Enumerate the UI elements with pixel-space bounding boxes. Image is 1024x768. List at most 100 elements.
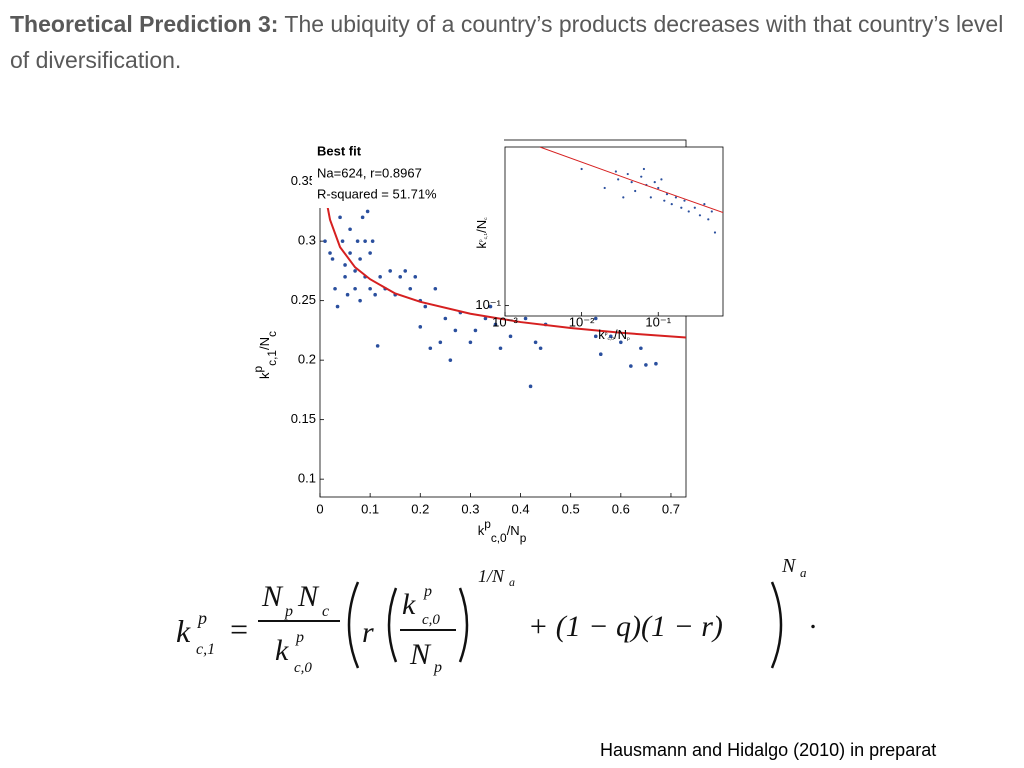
point [683,199,686,202]
point [593,316,598,321]
point [665,193,669,196]
point [649,196,652,199]
x-axis-label-part: /N [507,523,520,538]
eq-sup: N [781,555,797,577]
point [473,328,478,333]
eq-op: = [228,611,250,647]
y-axis-label-part: p [251,365,265,372]
point [448,358,453,362]
point [640,175,643,178]
paren [387,587,398,663]
point [388,269,392,273]
point [687,210,690,213]
x-tick-label: 0.7 [662,501,680,516]
paren [458,587,469,663]
point [358,257,362,261]
point [358,298,362,303]
y-axis-label-part: c [265,331,279,337]
point [355,239,360,243]
x-axis-label-part: c,0 [491,531,507,545]
x-axis-label-part: p [627,337,630,342]
y-axis-label-part: k [257,372,272,379]
x-tick-label: 10⁻³ [492,314,518,329]
point [693,206,696,209]
annotation: Best fit [317,143,362,158]
eq-sub: c,0 [294,660,312,676]
point [698,214,702,217]
y-tick-label: 0.3 [298,233,316,248]
points [539,147,723,234]
point [619,340,623,345]
point [629,364,633,368]
x-tick-label: 0.4 [512,501,530,516]
annotation: Na=624, r=0.8967 [317,165,422,180]
point [644,363,648,367]
point [328,251,332,255]
point [323,239,327,243]
point [528,384,533,389]
eq-sup: p [423,583,432,600]
x-axis-label: kpc,0/Np [598,327,630,342]
point [622,196,625,199]
x-axis-label-part: k [598,327,605,342]
y-tick-label: 0.15 [291,411,316,426]
point [330,257,335,261]
y-axis-label-part: p [479,239,484,242]
point [642,167,646,171]
x-axis-label-part: c,0 [607,336,614,342]
point [365,209,370,214]
fit-line [320,145,686,339]
point [710,210,713,213]
x-axis-label: kpc,0/Np [478,517,527,545]
x-tick-label: 0.1 [361,501,379,516]
point [375,344,380,348]
point [345,292,350,297]
title-text: The ubiquity of a country’s products dec… [10,11,1004,73]
point [680,206,683,209]
point [423,304,428,309]
y-tick-label: 0.35 [291,173,316,188]
point [408,286,413,291]
point [373,292,377,297]
y-axis-label-part: c [484,217,489,220]
point [508,334,513,339]
eq-sub: a [800,565,807,580]
point [398,275,403,279]
point [663,199,666,202]
point [368,286,372,291]
point [368,251,372,255]
point [348,227,352,232]
point [443,316,448,321]
point [626,172,629,176]
footer: Hausmann and Hidalgo (2010) in preparat [600,740,936,760]
point [343,263,347,267]
eq-sym: N [261,580,284,613]
x-tick-label: 10⁻² [569,314,595,329]
x-axis-label-part: p [484,517,491,531]
eq-dot: . [810,602,818,635]
annotation-box [312,138,504,208]
point [428,346,433,351]
point [378,275,382,279]
equation: k p c,1 = N p N c k p c,0 r k p c,0 N p … [176,555,818,676]
point [580,167,583,171]
point [340,239,345,243]
point [360,215,365,220]
point [670,203,673,206]
eq-sym: k [275,634,289,667]
eq-sub: a [509,575,515,589]
eq-sup: p [196,608,207,628]
point [438,340,443,345]
y-axis-label-part: c,1 [483,233,489,240]
point [370,239,375,243]
point [418,325,423,329]
eq-sym: N [297,580,320,613]
slide-title: Theoretical Prediction 3: The ubiquity o… [10,6,1010,78]
plot-frame [504,146,724,317]
point [603,186,606,190]
x-tick-label: 0.5 [562,501,580,516]
point [593,334,598,339]
y-tick-label: 0.2 [298,352,316,367]
